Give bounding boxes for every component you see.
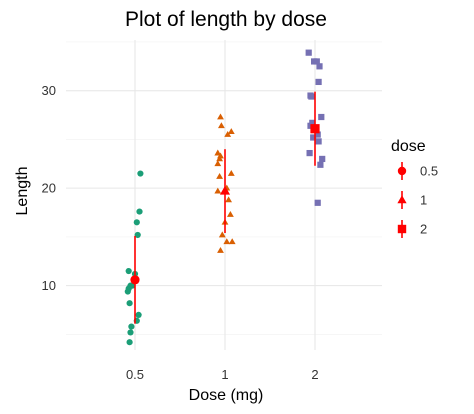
data-point [227, 170, 235, 176]
data-point [315, 138, 322, 145]
data-point [217, 247, 224, 253]
data-point [313, 58, 320, 65]
legend-label: 2 [420, 222, 427, 237]
data-point [135, 311, 142, 319]
data-point [225, 196, 233, 203]
x-tick-label: 1 [221, 367, 228, 382]
data-point [126, 339, 133, 346]
legend-label: 1 [420, 193, 427, 208]
data-point [137, 170, 144, 177]
data-point [314, 199, 321, 206]
grid [66, 40, 382, 350]
legend: dose 0.5 1 2 [391, 138, 438, 238]
data-point [315, 78, 322, 86]
data-point [314, 131, 321, 138]
x-axis-title: Dose (mg) [189, 387, 264, 404]
legend-key-marker [397, 166, 407, 176]
legend-key-marker [397, 224, 407, 234]
data-point [224, 131, 232, 137]
data-point [127, 329, 134, 336]
y-tick-label: 10 [42, 278, 56, 293]
x-tick-label: 2 [311, 367, 318, 382]
legend-title: dose [391, 138, 426, 155]
data-point [226, 210, 234, 217]
data-point [214, 187, 222, 194]
data-point [223, 238, 231, 245]
y-tick-label: 20 [42, 181, 56, 196]
data-point [317, 161, 324, 168]
data-point [305, 49, 312, 56]
legend-entries: 0.5 1 2 [397, 162, 438, 238]
mean-sd-summaries [130, 91, 320, 324]
y-axis-ticks: 10 20 30 [42, 83, 56, 293]
data-point [128, 323, 135, 330]
data-point [227, 128, 235, 134]
data-points [124, 49, 326, 346]
y-tick-label: 30 [42, 83, 56, 98]
data-point [310, 134, 317, 141]
data-point [216, 172, 224, 179]
data-point [228, 238, 236, 245]
x-tick-label: 0.5 [126, 367, 144, 382]
data-point [136, 208, 143, 215]
legend-label: 0.5 [420, 164, 438, 179]
legend-key-marker [397, 195, 407, 204]
x-axis-ticks: 0.5 1 2 [126, 367, 319, 382]
data-point [218, 231, 226, 238]
data-point [306, 149, 313, 157]
data-point [316, 63, 323, 70]
chart-title: Plot of length by dose [125, 8, 327, 31]
data-point [127, 282, 134, 289]
data-point [134, 231, 141, 239]
mean-marker [130, 275, 140, 285]
data-point [318, 113, 325, 121]
data-point [307, 92, 314, 99]
mean-marker [310, 124, 320, 134]
data-point [217, 122, 225, 129]
data-point [214, 160, 222, 167]
data-point [126, 300, 133, 307]
y-axis-title: Length [14, 167, 31, 216]
data-point [125, 267, 132, 275]
data-point [133, 219, 140, 226]
data-point [214, 149, 222, 156]
data-point [319, 155, 326, 163]
data-point [309, 119, 316, 126]
mean-marker [219, 185, 231, 195]
data-point [217, 113, 224, 120]
